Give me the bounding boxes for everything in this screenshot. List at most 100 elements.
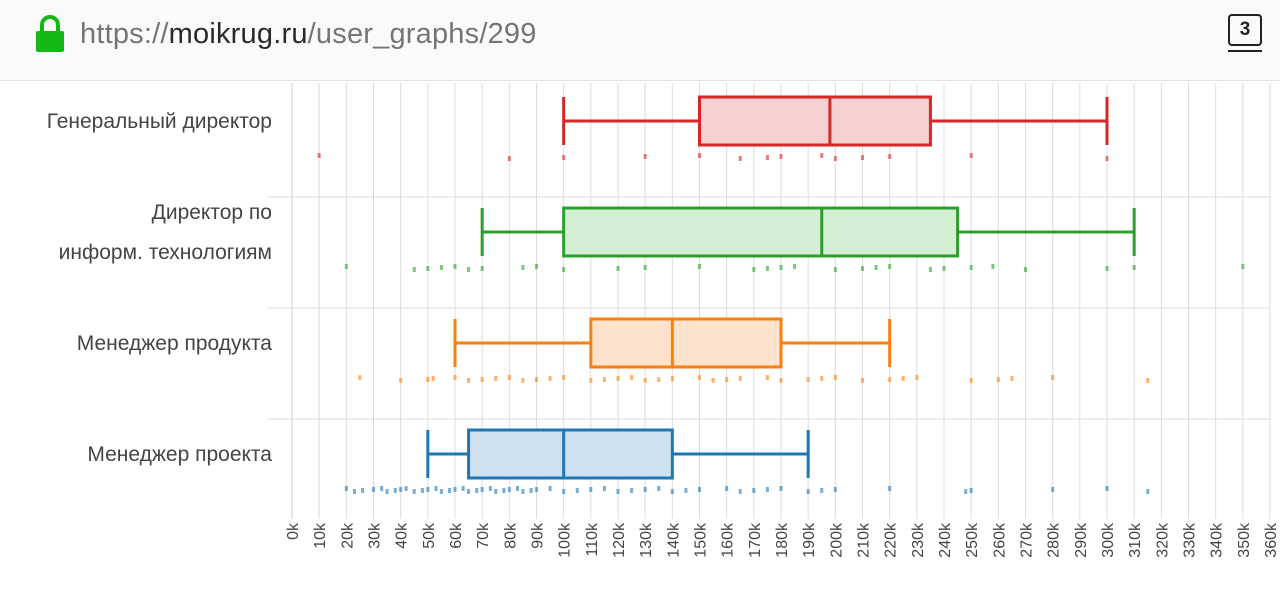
data-point bbox=[765, 487, 769, 492]
data-point bbox=[806, 377, 810, 382]
data-point bbox=[521, 378, 525, 383]
x-tick-label: 240k bbox=[937, 522, 954, 558]
data-point bbox=[431, 376, 435, 381]
data-point bbox=[1146, 378, 1150, 383]
data-point bbox=[589, 378, 593, 383]
data-point bbox=[602, 377, 606, 382]
data-point bbox=[725, 486, 729, 491]
data-point bbox=[399, 378, 403, 383]
x-tick-label: 190k bbox=[801, 522, 818, 558]
x-tick-label: 360k bbox=[1263, 522, 1280, 558]
data-point bbox=[779, 378, 783, 383]
data-point bbox=[752, 488, 756, 493]
boxplots bbox=[426, 95, 1136, 480]
data-point bbox=[467, 489, 471, 494]
x-tick-label: 170k bbox=[747, 522, 764, 558]
data-point bbox=[820, 376, 824, 381]
x-tick-label: 300k bbox=[1100, 522, 1117, 558]
data-point bbox=[861, 378, 864, 383]
x-tick-label: 210k bbox=[856, 522, 873, 558]
data-point bbox=[1241, 264, 1245, 269]
data-point bbox=[616, 376, 620, 381]
x-tick-label: 110k bbox=[584, 522, 601, 557]
data-point bbox=[575, 488, 579, 493]
data-point bbox=[521, 489, 525, 494]
data-point bbox=[562, 375, 566, 380]
data-point bbox=[874, 265, 878, 270]
x-tick-label: 60k bbox=[448, 522, 465, 549]
data-point bbox=[888, 486, 892, 491]
x-tick-label: 260k bbox=[991, 522, 1008, 558]
data-point bbox=[630, 488, 634, 493]
data-point bbox=[698, 264, 701, 269]
data-point bbox=[393, 488, 397, 493]
data-point bbox=[779, 486, 783, 491]
data-point bbox=[404, 486, 408, 491]
data-point bbox=[820, 153, 824, 158]
data-point bbox=[901, 376, 905, 381]
data-point bbox=[515, 486, 519, 491]
data-point bbox=[412, 489, 416, 494]
data-point bbox=[1105, 266, 1109, 271]
x-tick-label: 150k bbox=[693, 522, 710, 558]
data-point bbox=[453, 264, 457, 269]
x-tick-label: 160k bbox=[720, 522, 737, 558]
data-point bbox=[426, 377, 430, 382]
data-point bbox=[480, 266, 484, 271]
salary-boxplot-chart: Генеральный директор Директор по информ. т… bbox=[47, 83, 1280, 558]
data-point bbox=[779, 265, 783, 270]
data-point bbox=[765, 375, 769, 380]
data-point bbox=[529, 488, 533, 493]
data-point bbox=[616, 489, 620, 494]
data-point bbox=[698, 375, 701, 380]
data-point bbox=[643, 487, 647, 492]
data-point bbox=[657, 486, 661, 491]
data-point bbox=[616, 266, 620, 271]
data-point bbox=[861, 266, 864, 271]
data-point bbox=[562, 489, 566, 494]
data-point bbox=[1024, 267, 1027, 272]
data-point bbox=[467, 378, 471, 383]
data-point bbox=[915, 375, 919, 380]
x-tick-label: 310k bbox=[1127, 522, 1144, 558]
data-point bbox=[657, 377, 661, 382]
data-point bbox=[670, 376, 674, 381]
x-tick-label: 320k bbox=[1154, 522, 1171, 558]
x-tick-label: 120k bbox=[611, 522, 628, 558]
data-point bbox=[480, 377, 484, 382]
url-path: /user_graphs/299 bbox=[307, 18, 537, 50]
data-point bbox=[969, 488, 973, 493]
data-point bbox=[684, 488, 688, 493]
x-tick-label: 280k bbox=[1046, 522, 1063, 558]
x-tick-label: 0k bbox=[285, 522, 302, 540]
data-point bbox=[643, 154, 647, 159]
data-point bbox=[969, 265, 973, 270]
data-point bbox=[991, 264, 995, 269]
data-point bbox=[833, 156, 837, 161]
lock-icon bbox=[36, 15, 64, 52]
tab-switcher-button[interactable]: 3 bbox=[1228, 14, 1262, 52]
data-point bbox=[494, 376, 498, 381]
x-tick-label: 90k bbox=[530, 522, 547, 549]
category-label: информ. технологиям bbox=[59, 241, 272, 264]
data-point bbox=[793, 264, 797, 269]
x-tick-label: 200k bbox=[828, 522, 845, 558]
data-point bbox=[358, 375, 362, 380]
x-tick-label: 230k bbox=[910, 522, 927, 558]
box-iqr bbox=[467, 428, 674, 480]
x-tick-label: 100k bbox=[557, 522, 574, 558]
category-label: Генеральный директор bbox=[47, 110, 272, 133]
data-point bbox=[372, 487, 375, 492]
data-point bbox=[738, 489, 742, 494]
data-point bbox=[969, 153, 973, 158]
data-point bbox=[562, 155, 566, 160]
data-point bbox=[361, 488, 365, 493]
browser-url-bar[interactable]: https://moikrug.ru/user_graphs/299 3 bbox=[0, 0, 1280, 81]
x-tick-label: 80k bbox=[502, 522, 519, 549]
x-tick-label: 40k bbox=[394, 522, 411, 549]
data-point bbox=[344, 486, 348, 491]
url-text[interactable]: https://moikrug.ru/user_graphs/299 bbox=[80, 14, 537, 54]
category-labels: Генеральный директор Директор по информ. т… bbox=[47, 110, 273, 466]
x-axis-ticks: 0k 10k 20k 30k 40k 50k 60k 70k 80k 90k 100k 110k 120… bbox=[285, 522, 1280, 558]
data-point bbox=[969, 378, 973, 383]
